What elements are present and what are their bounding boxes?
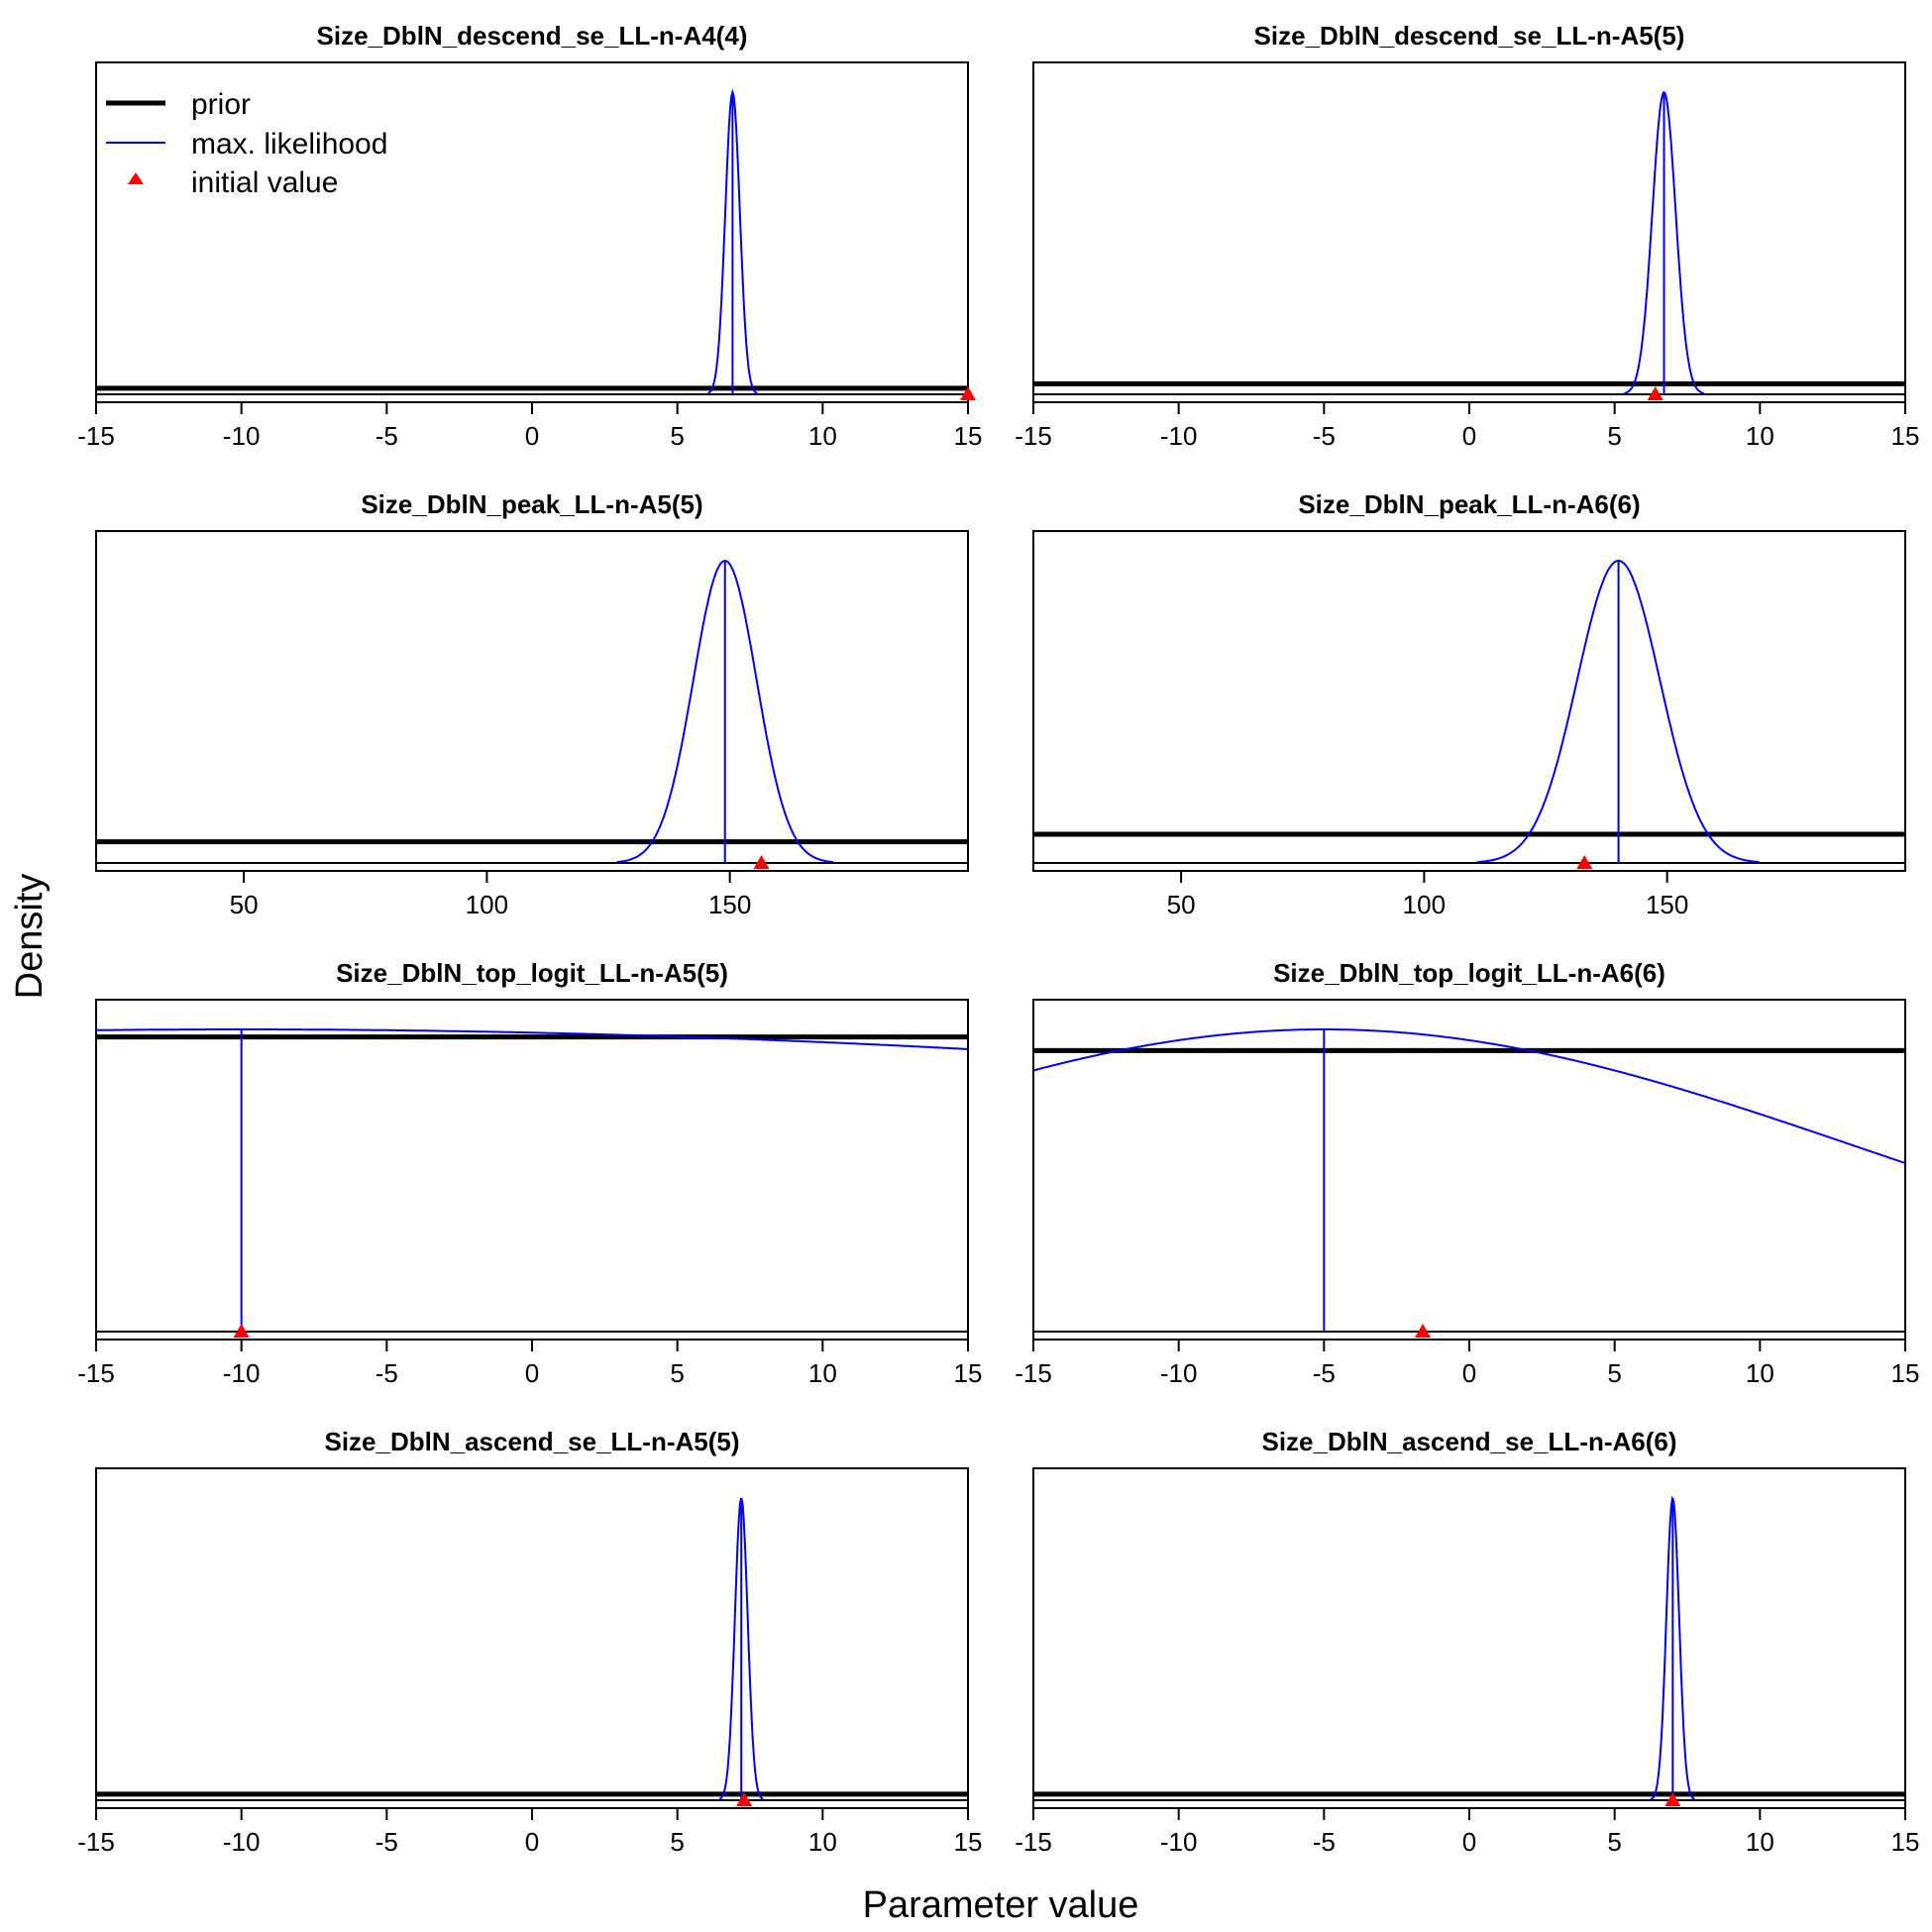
- panel-title: Size_DblN_ascend_se_LL-n-A6(6): [1261, 1427, 1676, 1456]
- x-tick-label: 5: [670, 1827, 684, 1857]
- panel-5: Size_DblN_top_logit_LL-n-A5(5) -15 -10 -5 0 5…: [77, 958, 982, 1388]
- initial-value-marker: [1664, 1792, 1681, 1806]
- x-tick-label: 50: [1167, 890, 1196, 919]
- x-tick-label: 150: [708, 890, 751, 919]
- x-tick-label: 5: [670, 1358, 684, 1388]
- x-tick-label: 5: [1607, 1358, 1621, 1388]
- x-tick-label: 150: [1646, 890, 1688, 919]
- x-tick-label: -5: [376, 1827, 398, 1857]
- x-tick-label: 10: [808, 421, 837, 451]
- x-tick-label: 15: [954, 1827, 983, 1857]
- x-tick-label: -10: [223, 421, 261, 451]
- initial-value-marker: [1576, 855, 1593, 869]
- plot-frame: [1032, 530, 1906, 872]
- x-tick-label: 15: [1891, 1827, 1920, 1857]
- panel-6: Size_DblN_top_logit_LL-n-A6(6) -15 -10 -5 0 5…: [1015, 958, 1919, 1388]
- x-tick-label: 15: [954, 1358, 983, 1388]
- panel-7: Size_DblN_ascend_se_LL-n-A5(5) -15 -10 -5 0 5…: [77, 1427, 982, 1857]
- x-tick-label: -10: [223, 1358, 261, 1388]
- legend-mle-label: max. likelihood: [191, 128, 387, 161]
- plot-frame: [95, 530, 969, 872]
- panel-title: Size_DblN_top_logit_LL-n-A6(6): [1273, 958, 1665, 988]
- x-tick-label: -15: [77, 421, 115, 451]
- panels-layer: Size_DblN_descend_se_LL-n-A4(4) -15 -10 -5 0…: [77, 21, 1919, 1857]
- x-tick-label: -15: [1015, 1358, 1052, 1388]
- x-tick-label: -10: [1160, 421, 1198, 451]
- legend-initial-label: initial value: [191, 166, 338, 199]
- x-tick-label: -10: [223, 1827, 261, 1857]
- panel-2: Size_DblN_descend_se_LL-n-A5(5) -15 -10 -5 0…: [1015, 21, 1919, 451]
- x-tick-label: 15: [954, 421, 983, 451]
- initial-value-marker: [1415, 1324, 1432, 1338]
- x-tick-label: -10: [1160, 1358, 1198, 1388]
- x-tick-label: -5: [1313, 1827, 1336, 1857]
- plot-frame: [1032, 61, 1906, 403]
- x-tick-label: 15: [1891, 1358, 1920, 1388]
- y-axis-label: Density: [9, 874, 51, 1000]
- x-tick-label: -10: [1160, 1827, 1198, 1857]
- x-tick-label: 50: [230, 890, 259, 919]
- panel-title: Size_DblN_top_logit_LL-n-A5(5): [336, 958, 728, 988]
- x-tick-label: 5: [670, 421, 684, 451]
- initial-value-marker: [1647, 386, 1664, 400]
- panel-1: Size_DblN_descend_se_LL-n-A4(4) -15 -10 -5 0…: [77, 21, 982, 451]
- panel-title: Size_DblN_ascend_se_LL-n-A5(5): [324, 1427, 739, 1456]
- x-tick-label: 10: [1746, 421, 1774, 451]
- x-tick-label: -15: [1015, 1827, 1052, 1857]
- x-tick-label: 100: [1403, 890, 1446, 919]
- x-tick-label: 10: [808, 1827, 837, 1857]
- x-tick-label: 5: [1607, 1827, 1621, 1857]
- x-axis-label: Parameter value: [863, 1884, 1139, 1926]
- x-tick-label: -5: [376, 421, 398, 451]
- legend: prior max. likelihood initial value: [106, 88, 387, 199]
- plot-frame: [95, 999, 969, 1341]
- x-tick-label: 10: [1746, 1827, 1774, 1857]
- legend-prior-label: prior: [191, 88, 251, 121]
- x-tick-label: 0: [525, 1358, 539, 1388]
- initial-value-marker: [960, 386, 976, 400]
- panel-title: Size_DblN_peak_LL-n-A5(5): [361, 489, 702, 519]
- plot-frame: [95, 1467, 969, 1809]
- x-tick-label: 0: [1462, 1827, 1476, 1857]
- panel-8: Size_DblN_ascend_se_LL-n-A6(6) -15 -10 -5 0 5…: [1015, 1427, 1919, 1857]
- x-tick-label: -15: [77, 1358, 115, 1388]
- x-tick-label: 0: [1462, 421, 1476, 451]
- x-tick-label: 10: [808, 1358, 837, 1388]
- x-tick-label: 10: [1746, 1358, 1774, 1388]
- initial-value-marker: [233, 1324, 250, 1338]
- initial-value-marker: [736, 1792, 753, 1806]
- panel-3: Size_DblN_peak_LL-n-A5(5) 50 100 150: [95, 489, 969, 919]
- x-tick-label: 100: [466, 890, 508, 919]
- x-tick-label: 5: [1607, 421, 1621, 451]
- x-tick-label: -15: [77, 1827, 115, 1857]
- panel-4: Size_DblN_peak_LL-n-A6(6) 50 100 150: [1032, 489, 1906, 919]
- mle-curve: [1032, 1028, 1906, 1164]
- legend-initial-triangle-icon: [128, 172, 144, 184]
- x-tick-label: -15: [1015, 421, 1052, 451]
- x-tick-label: -5: [1313, 1358, 1336, 1388]
- panel-title: Size_DblN_descend_se_LL-n-A4(4): [317, 21, 748, 51]
- x-tick-label: 0: [525, 1827, 539, 1857]
- panel-title: Size_DblN_descend_se_LL-n-A5(5): [1254, 21, 1685, 51]
- x-tick-label: -5: [1313, 421, 1336, 451]
- x-tick-label: 0: [525, 421, 539, 451]
- x-tick-label: -5: [376, 1358, 398, 1388]
- panel-title: Size_DblN_peak_LL-n-A6(6): [1298, 489, 1640, 519]
- initial-value-marker: [753, 855, 770, 869]
- x-tick-label: 0: [1462, 1358, 1476, 1388]
- x-tick-label: 15: [1891, 421, 1920, 451]
- plot-frame: [1032, 1467, 1906, 1809]
